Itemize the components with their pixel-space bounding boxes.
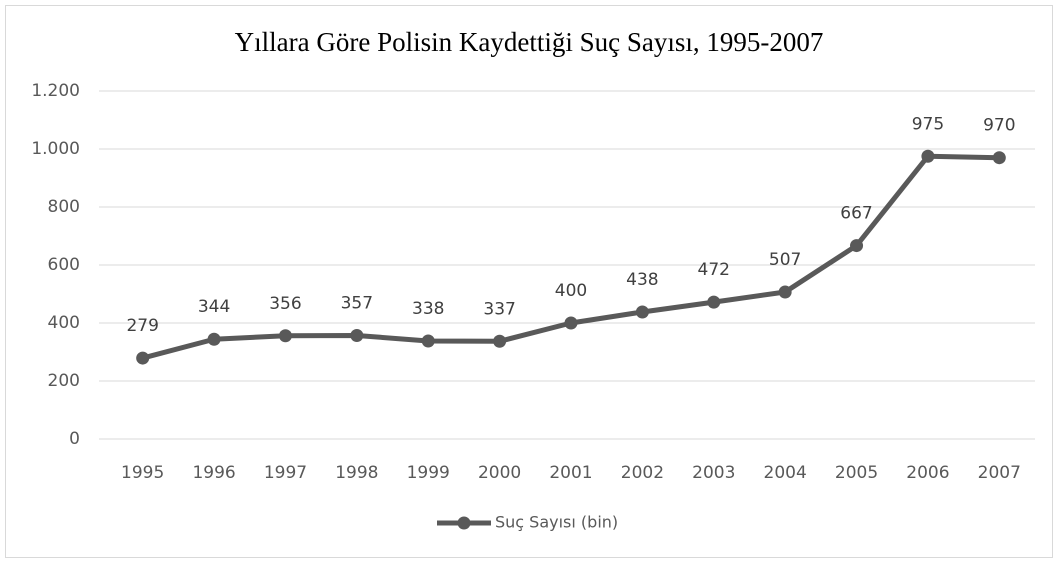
marker <box>850 239 864 253</box>
y-tick-label: 0 <box>69 429 80 449</box>
data-label: 337 <box>483 299 515 319</box>
x-tick-label: 2000 <box>478 463 521 483</box>
marker <box>707 295 721 309</box>
data-label: 975 <box>912 114 944 134</box>
data-label: 472 <box>698 260 730 280</box>
data-label: 507 <box>769 250 801 270</box>
marker <box>207 332 221 346</box>
y-tick-label: 400 <box>48 313 80 333</box>
x-tick-label: 2006 <box>906 463 949 483</box>
data-label: 356 <box>269 294 301 314</box>
y-tick-label: 800 <box>48 197 80 217</box>
x-tick-label: 1996 <box>192 463 235 483</box>
x-tick-label: 1997 <box>264 463 307 483</box>
marker <box>992 151 1006 165</box>
x-tick-label: 2003 <box>692 463 735 483</box>
marker <box>635 305 649 319</box>
marker <box>278 329 292 343</box>
y-tick-label: 600 <box>48 255 80 275</box>
data-label: 344 <box>198 297 230 317</box>
marker <box>778 285 792 299</box>
data-label: 338 <box>412 299 444 319</box>
marker <box>421 334 435 348</box>
x-tick-label: 1998 <box>335 463 378 483</box>
marker <box>564 316 578 330</box>
marker <box>350 328 364 342</box>
data-label: 357 <box>341 293 373 313</box>
legend-label: Suç Sayısı (bin) <box>495 513 618 532</box>
x-tick-label: 2004 <box>764 463 807 483</box>
data-label: 279 <box>126 316 158 336</box>
legend-marker <box>457 516 471 530</box>
x-tick-label: 1995 <box>121 463 164 483</box>
x-tick-label: 2002 <box>621 463 664 483</box>
chart-border <box>5 5 1053 558</box>
y-tick-label: 1.000 <box>31 139 80 159</box>
data-label: 667 <box>840 204 872 224</box>
marker <box>921 149 935 163</box>
x-tick-label: 2007 <box>978 463 1021 483</box>
y-tick-label: 1.200 <box>31 81 80 101</box>
data-label: 438 <box>626 270 658 290</box>
x-tick-label: 2001 <box>549 463 592 483</box>
y-tick-label: 200 <box>48 371 80 391</box>
marker <box>136 351 150 365</box>
data-label: 400 <box>555 281 587 301</box>
chart-title: Yıllara Göre Polisin Kaydettiği Suç Sayı… <box>235 27 824 57</box>
marker <box>493 334 507 348</box>
x-tick-label: 2005 <box>835 463 878 483</box>
x-tick-label: 1999 <box>407 463 450 483</box>
data-label: 970 <box>983 116 1015 136</box>
